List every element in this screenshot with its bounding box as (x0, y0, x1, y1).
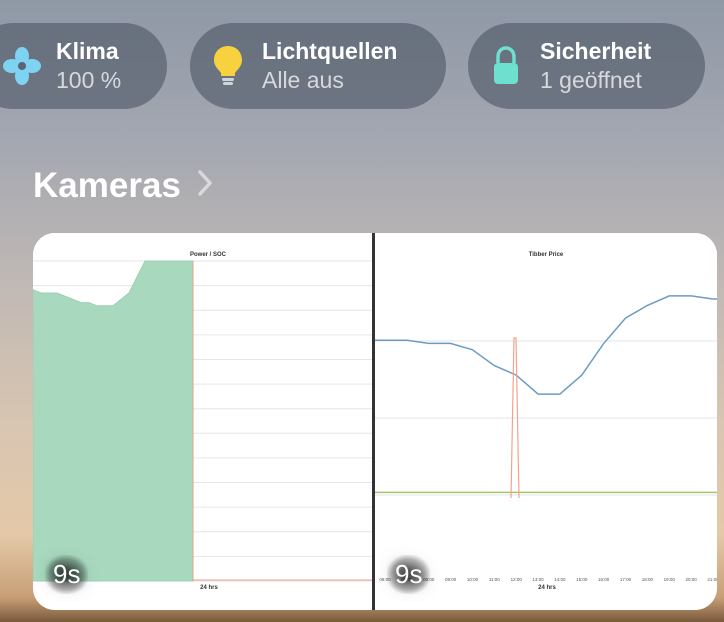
camera-age-badge: 9s (387, 555, 431, 594)
x-tick-label: 17:00 (620, 577, 632, 582)
tile-klima[interactable]: Klima 100 % (0, 23, 167, 109)
spike-line (510, 337, 520, 499)
tile-subtitle: 1 geöffnet (540, 67, 642, 93)
tile-subtitle: 100 % (56, 67, 122, 93)
x-tick-label: 11:00 (489, 577, 500, 582)
camera-grid: Power / SOC 24 hrs 9s Tibber Price 06:00… (33, 233, 717, 610)
camera-power-soc[interactable]: Power / SOC 24 hrs 9s (33, 233, 372, 610)
lock-icon (486, 46, 526, 86)
x-tick-label: 20:00 (686, 577, 698, 582)
section-title: Kameras (33, 166, 181, 205)
x-tick-label: 19:00 (664, 577, 676, 582)
camera-age-badge: 9s (45, 555, 89, 594)
x-tick-label: 18:00 (642, 577, 654, 582)
x-axis-label: 24 hrs (200, 585, 218, 591)
tile-title: Sicherheit (540, 38, 652, 64)
section-header-kameras[interactable]: Kameras (33, 166, 213, 206)
camera-divider (372, 233, 375, 610)
x-tick-label: 06:00 (379, 577, 391, 582)
x-tick-label: 10:00 (467, 577, 479, 582)
soc-area (33, 260, 194, 582)
chevron-right-icon (197, 166, 213, 206)
tile-lichtquellen[interactable]: Lichtquellen Alle aus (190, 23, 446, 109)
chart-title: Power / SOC (190, 252, 227, 258)
x-tick-label: 09:00 (445, 577, 457, 582)
power-soc-chart: Power / SOC 24 hrs (33, 252, 372, 591)
x-tick-label: 12:00 (511, 577, 523, 582)
tile-title: Lichtquellen (262, 38, 398, 64)
lightbulb-icon (208, 46, 248, 86)
tibber-price-chart: Tibber Price 06:0007:0008:0009:0010:0011… (375, 252, 717, 591)
tile-subtitle: Alle aus (262, 67, 344, 93)
x-tick-label: 21:00 (707, 577, 717, 582)
x-axis-label: 24 hrs (538, 585, 556, 591)
camera-tibber-price[interactable]: Tibber Price 06:0007:0008:0009:0010:0011… (375, 233, 717, 610)
x-tick-label: 13:00 (532, 577, 544, 582)
x-tick-label: 15:00 (576, 577, 588, 582)
chart-title: Tibber Price (529, 252, 564, 258)
tile-sicherheit[interactable]: Sicherheit 1 geöffnet (468, 23, 705, 109)
tile-title: Klima (56, 38, 119, 64)
fan-icon (2, 46, 42, 86)
x-tick-label: 16:00 (598, 577, 610, 582)
x-tick-label: 14:00 (554, 577, 566, 582)
price-series-line (375, 295, 717, 395)
